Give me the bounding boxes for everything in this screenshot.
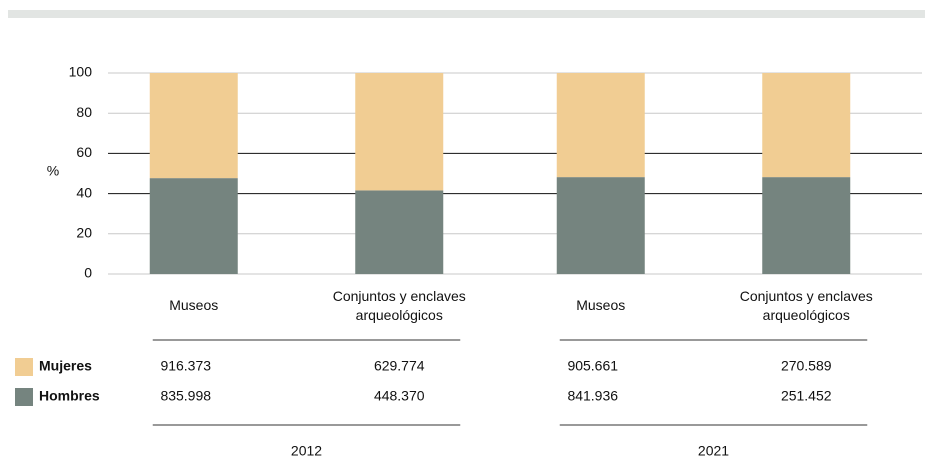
bar-segment	[149, 178, 238, 274]
top-band	[8, 10, 925, 18]
table-value: 448.370	[374, 388, 425, 404]
legend-swatch	[15, 358, 33, 376]
x-tick-label: Museos	[576, 297, 626, 313]
y-tick-label: 60	[76, 144, 92, 160]
bar-segment	[556, 177, 645, 274]
y-tick-label: 80	[76, 104, 92, 120]
y-tick-label: 0	[84, 265, 92, 281]
bar-segment	[355, 73, 444, 191]
bar-segment	[762, 73, 851, 178]
group-label: 2021	[698, 443, 729, 459]
legend-label: Hombres	[39, 388, 100, 404]
y-tick-label: 100	[69, 64, 93, 80]
bar-segment	[556, 73, 645, 178]
table-value: 916.373	[160, 358, 211, 374]
y-tick-label: 40	[76, 184, 92, 200]
table-value: 905.661	[567, 358, 618, 374]
table-value: 270.589	[781, 358, 832, 374]
table-value: 251.452	[781, 388, 832, 404]
y-tick-label: 20	[76, 225, 92, 241]
table-value: 841.936	[567, 388, 618, 404]
bar-segment	[149, 73, 238, 179]
y-axis-label: %	[47, 163, 59, 179]
x-tick-label: Museos	[169, 297, 219, 313]
bar-segment	[355, 190, 444, 274]
legend-swatch	[15, 388, 33, 406]
table-value: 629.774	[374, 358, 425, 374]
group-label: 2012	[291, 443, 322, 459]
x-tick-label: Conjuntos y enclaves arqueológicos	[739, 288, 873, 323]
legend-label: Mujeres	[39, 358, 92, 374]
bar-segment	[762, 177, 851, 274]
x-tick-label: Conjuntos y enclaves arqueológicos	[332, 288, 466, 323]
table-value: 835.998	[160, 388, 211, 404]
